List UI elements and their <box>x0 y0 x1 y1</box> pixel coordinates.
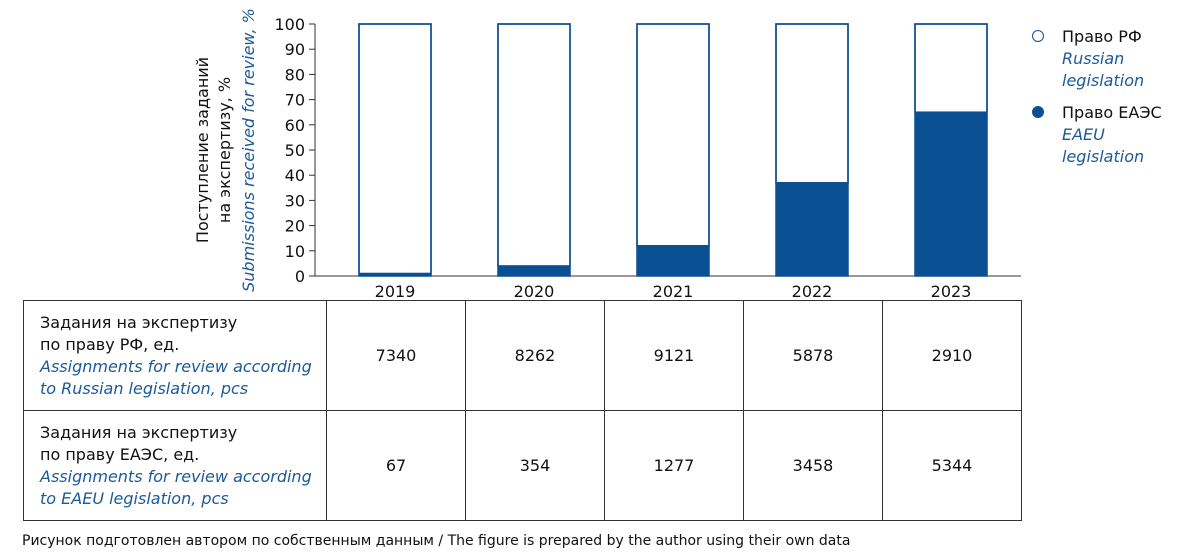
legend-label-en-line1: EAEU <box>1062 125 1105 144</box>
table-row: Задания на экспертизу по праву РФ, ед. A… <box>23 300 1022 411</box>
bars <box>358 23 988 277</box>
legend-label-ru: Право ЕАЭС <box>1062 103 1162 122</box>
table-cell: 8262 <box>465 300 605 411</box>
x-tick-label: 2021 <box>653 282 694 300</box>
legend-marker-eaeu-icon <box>1032 106 1044 118</box>
x-axis-labels: 2019 2020 2021 2022 2023 <box>375 282 972 300</box>
row-label-eaeu: Задания на экспертизу по праву ЕАЭС, ед.… <box>23 410 327 521</box>
bar-eaeu-2021 <box>637 245 709 276</box>
row-label-ru-line1: Задания на экспертизу <box>40 312 238 332</box>
bar-russian-2019 <box>358 23 432 275</box>
legend-item-russian: Право РФ Russian legislation <box>1032 26 1192 92</box>
stacked-bar-chart: Поступление заданий на экспертизу, % Sub… <box>193 8 1021 300</box>
bar-russian-2022 <box>775 23 849 184</box>
bar-outline-2021 <box>636 23 710 277</box>
y-tick-label: 40 <box>285 166 305 185</box>
y-tick-label: 0 <box>295 267 305 286</box>
legend-marker-russian-icon <box>1032 30 1044 42</box>
table-cell: 1277 <box>604 410 744 521</box>
row-label-ru-line2: по праву ЕАЭС, ед. <box>40 444 200 464</box>
bar-outline-2023 <box>914 23 988 277</box>
table-cell: 354 <box>465 410 605 521</box>
table-cell: 5878 <box>743 300 883 411</box>
bar-outline-2020 <box>497 23 571 277</box>
x-tick-label: 2020 <box>514 282 555 300</box>
footnote: Рисунок подготовлен автором по собственн… <box>22 533 851 549</box>
y-tick-label: 50 <box>285 141 305 160</box>
bar-russian-2020 <box>497 23 571 267</box>
y-tick-label: 100 <box>274 15 305 34</box>
legend: Право РФ Russian legislation Право ЕАЭС … <box>1032 26 1192 178</box>
table-cell: 5344 <box>882 410 1022 521</box>
y-axis-label-ru-line2: на экспертизу, % <box>215 77 234 223</box>
bar-eaeu-2019 <box>359 273 431 276</box>
table-cell: 3458 <box>743 410 883 521</box>
bar-eaeu-2023 <box>915 112 987 276</box>
x-tick-label: 2019 <box>375 282 416 300</box>
row-label-russian: Задания на экспертизу по праву РФ, ед. A… <box>23 300 327 411</box>
legend-label-en-line1: Russian <box>1062 49 1125 68</box>
x-tick-label: 2023 <box>931 282 972 300</box>
y-tick-label: 10 <box>285 242 305 261</box>
table-cell: 2910 <box>882 300 1022 411</box>
legend-label-ru: Право РФ <box>1062 27 1142 46</box>
bar-outline-2022 <box>775 23 849 277</box>
y-axis-label-ru-line1: Поступление заданий <box>193 57 212 243</box>
bar-eaeu-2022 <box>776 182 848 276</box>
table-cell: 67 <box>326 410 466 521</box>
y-tick-label: 30 <box>285 191 305 210</box>
bar-russian-2021 <box>636 23 710 247</box>
y-tick-label: 90 <box>285 40 305 59</box>
table-row: Задания на экспертизу по праву ЕАЭС, ед.… <box>23 410 1022 521</box>
row-label-ru-line2: по праву РФ, ед. <box>40 334 180 354</box>
x-tick-label: 2022 <box>792 282 833 300</box>
legend-label-en-line2: legislation <box>1062 71 1145 90</box>
y-axis-label-en: Submissions received for review, % <box>239 8 258 292</box>
bar-eaeu-2020 <box>498 265 570 276</box>
row-label-en-line2: to EAEU legislation, pcs <box>40 488 229 508</box>
row-label-en-line1: Assignments for review according <box>40 356 312 376</box>
legend-item-eaeu: Право ЕАЭС EAEU legislation <box>1032 102 1192 168</box>
row-label-ru-line1: Задания на экспертизу <box>40 422 238 442</box>
bar-outline-2019 <box>358 23 432 277</box>
row-label-en-line1: Assignments for review according <box>40 466 312 486</box>
row-label-en-line2: to Russian legislation, pcs <box>40 378 249 398</box>
y-tick-label: 60 <box>285 116 305 135</box>
table-cell: 9121 <box>604 300 744 411</box>
bar-russian-2023 <box>914 23 988 113</box>
y-tick-label: 20 <box>285 217 305 236</box>
legend-label-en-line2: legislation <box>1062 147 1145 166</box>
y-tick-label: 80 <box>285 65 305 84</box>
y-axis-label: Поступление заданий на экспертизу, % Sub… <box>193 8 258 292</box>
table-cell: 7340 <box>326 300 466 411</box>
data-table: Задания на экспертизу по праву РФ, ед. A… <box>23 300 1022 521</box>
y-tick-label: 70 <box>285 91 305 110</box>
